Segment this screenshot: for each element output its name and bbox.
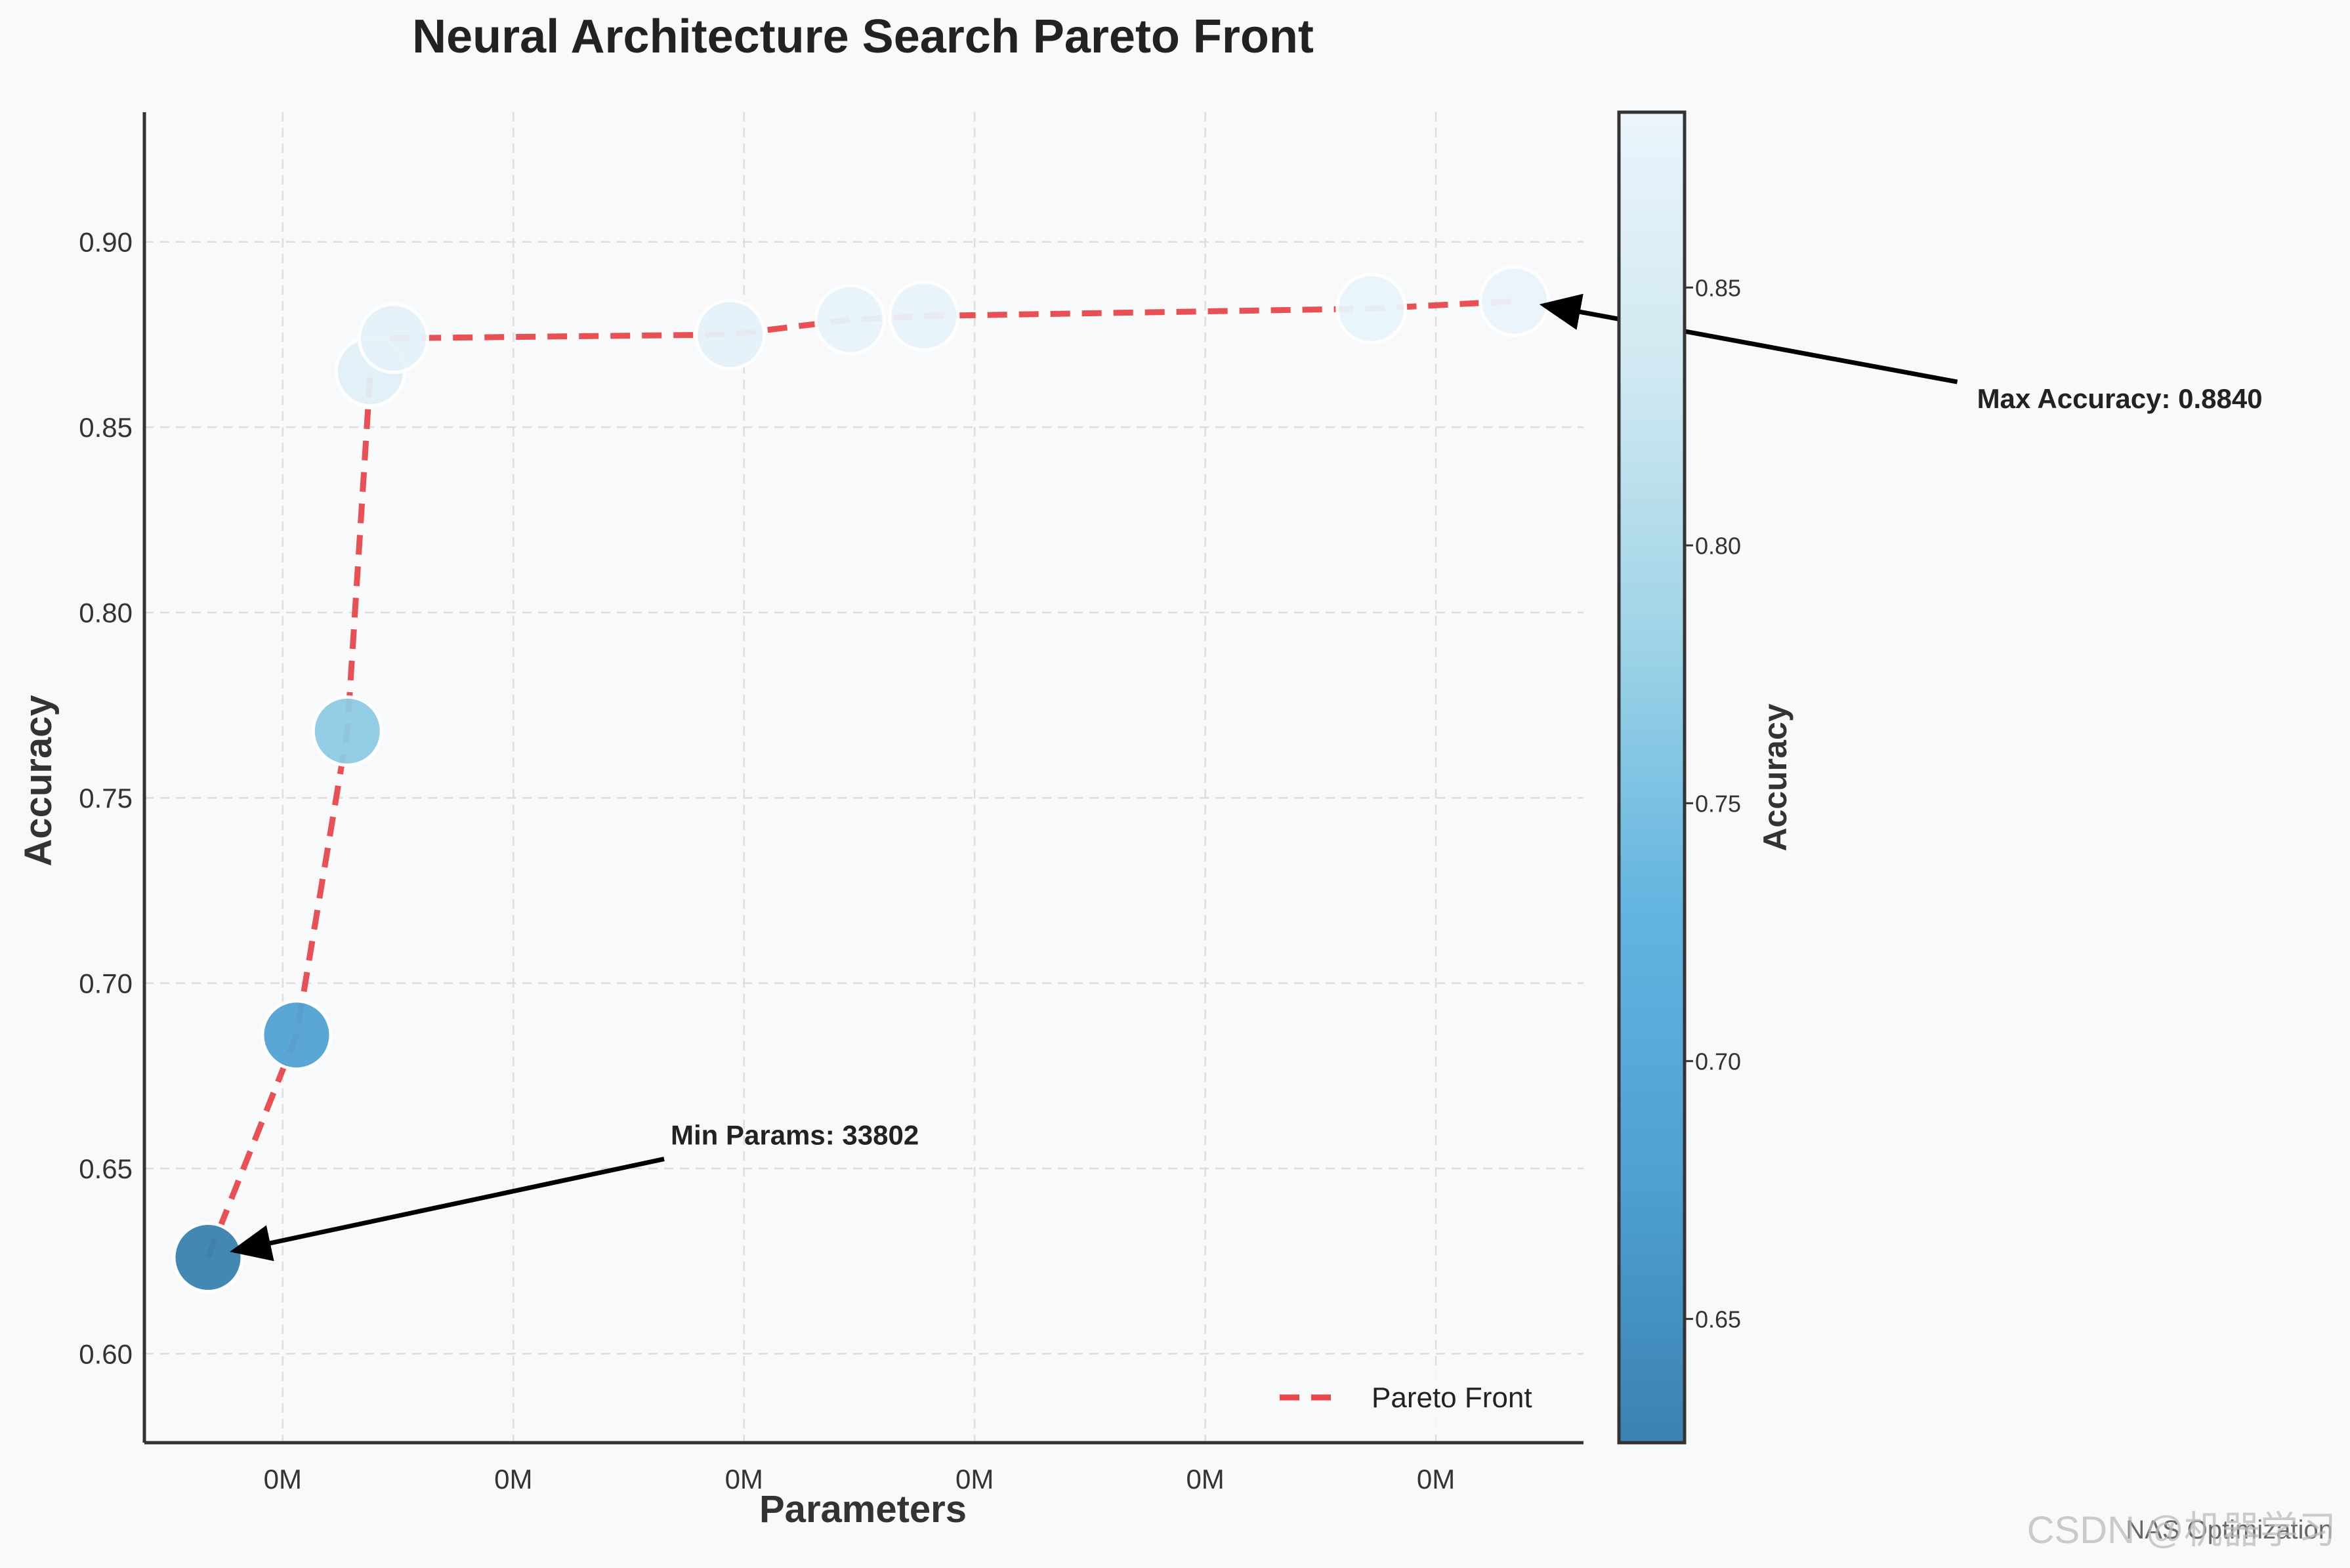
x-tick-label: 0M [725,1464,763,1495]
x-tick-label: 0M [494,1464,532,1495]
legend-box [1257,1368,1565,1434]
x-tick-label: 0M [955,1464,994,1495]
axes [142,112,1584,1445]
annotations: Min Params: 33802 Max Accuracy: 0.8840 [230,293,2263,1262]
y-tick-label: 0.75 [79,783,133,814]
colorbar-ticks: 0.65 0.70 0.75 0.80 0.85 [1685,274,1741,1332]
annotation-max-accuracy: Max Accuracy: 0.8840 [1977,383,2263,414]
x-tick-label: 0M [1417,1464,1455,1495]
colorbar-tick-label: 0.85 [1695,274,1741,301]
y-tick-label: 0.60 [79,1338,133,1369]
pareto-line-layer [205,298,1515,1259]
colorbar-fill [1619,112,1685,1443]
colorbar-label: Accuracy [1757,703,1794,851]
scatter-point [1335,272,1408,344]
scatter-point [694,299,766,371]
annotation-min-params: Min Params: 33802 [671,1120,919,1151]
scatter-point [311,695,383,767]
x-axis-label: Parameters [759,1488,967,1531]
y-tick-label: 0.80 [79,598,133,629]
colorbar-tick-label: 0.75 [1695,790,1741,817]
scatter-points [172,265,1551,1294]
scatter-point [814,283,886,356]
legend-label: Pareto Front [1372,1382,1532,1414]
colorbar-tick-label: 0.70 [1695,1048,1741,1075]
x-tick-label: 0M [264,1464,302,1495]
legend: Pareto Front [1257,1368,1565,1434]
pareto-front-line [205,298,1515,1259]
caption-text: NAS Optimization [2126,1516,2333,1544]
scatter-point [888,280,960,352]
scatter-point [172,1222,244,1294]
scatter-point [1479,265,1551,337]
y-tick-labels: 0.60 0.65 0.70 0.75 0.80 0.85 0.90 [79,227,133,1370]
y-tick-label: 0.90 [79,227,133,258]
colorbar-frame [1617,110,1687,1445]
x-tick-label: 0M [1186,1464,1224,1495]
y-tick-label: 0.70 [79,968,133,999]
y-tick-label: 0.85 [79,412,133,443]
x-tick-labels: 0M 0M 0M 0M 0M 0M [264,1464,1456,1495]
colorbar: 0.65 0.70 0.75 0.80 0.85 Accuracy [1617,110,1794,1445]
y-tick-label: 0.65 [79,1153,133,1184]
annotation-arrow-min-params [230,1157,665,1262]
annotation-arrow-max-accuracy [1539,293,1958,384]
chart-title: Neural Architecture Search Pareto Front [412,10,1314,63]
y-axis-label: Accuracy [17,695,60,866]
colorbar-tick-label: 0.65 [1695,1306,1741,1332]
watermark-text: CSDN @机器学习 [2027,1509,2336,1552]
colorbar-tick-label: 0.80 [1695,532,1741,559]
scatter-point [358,302,430,375]
scatter-point [261,999,333,1071]
